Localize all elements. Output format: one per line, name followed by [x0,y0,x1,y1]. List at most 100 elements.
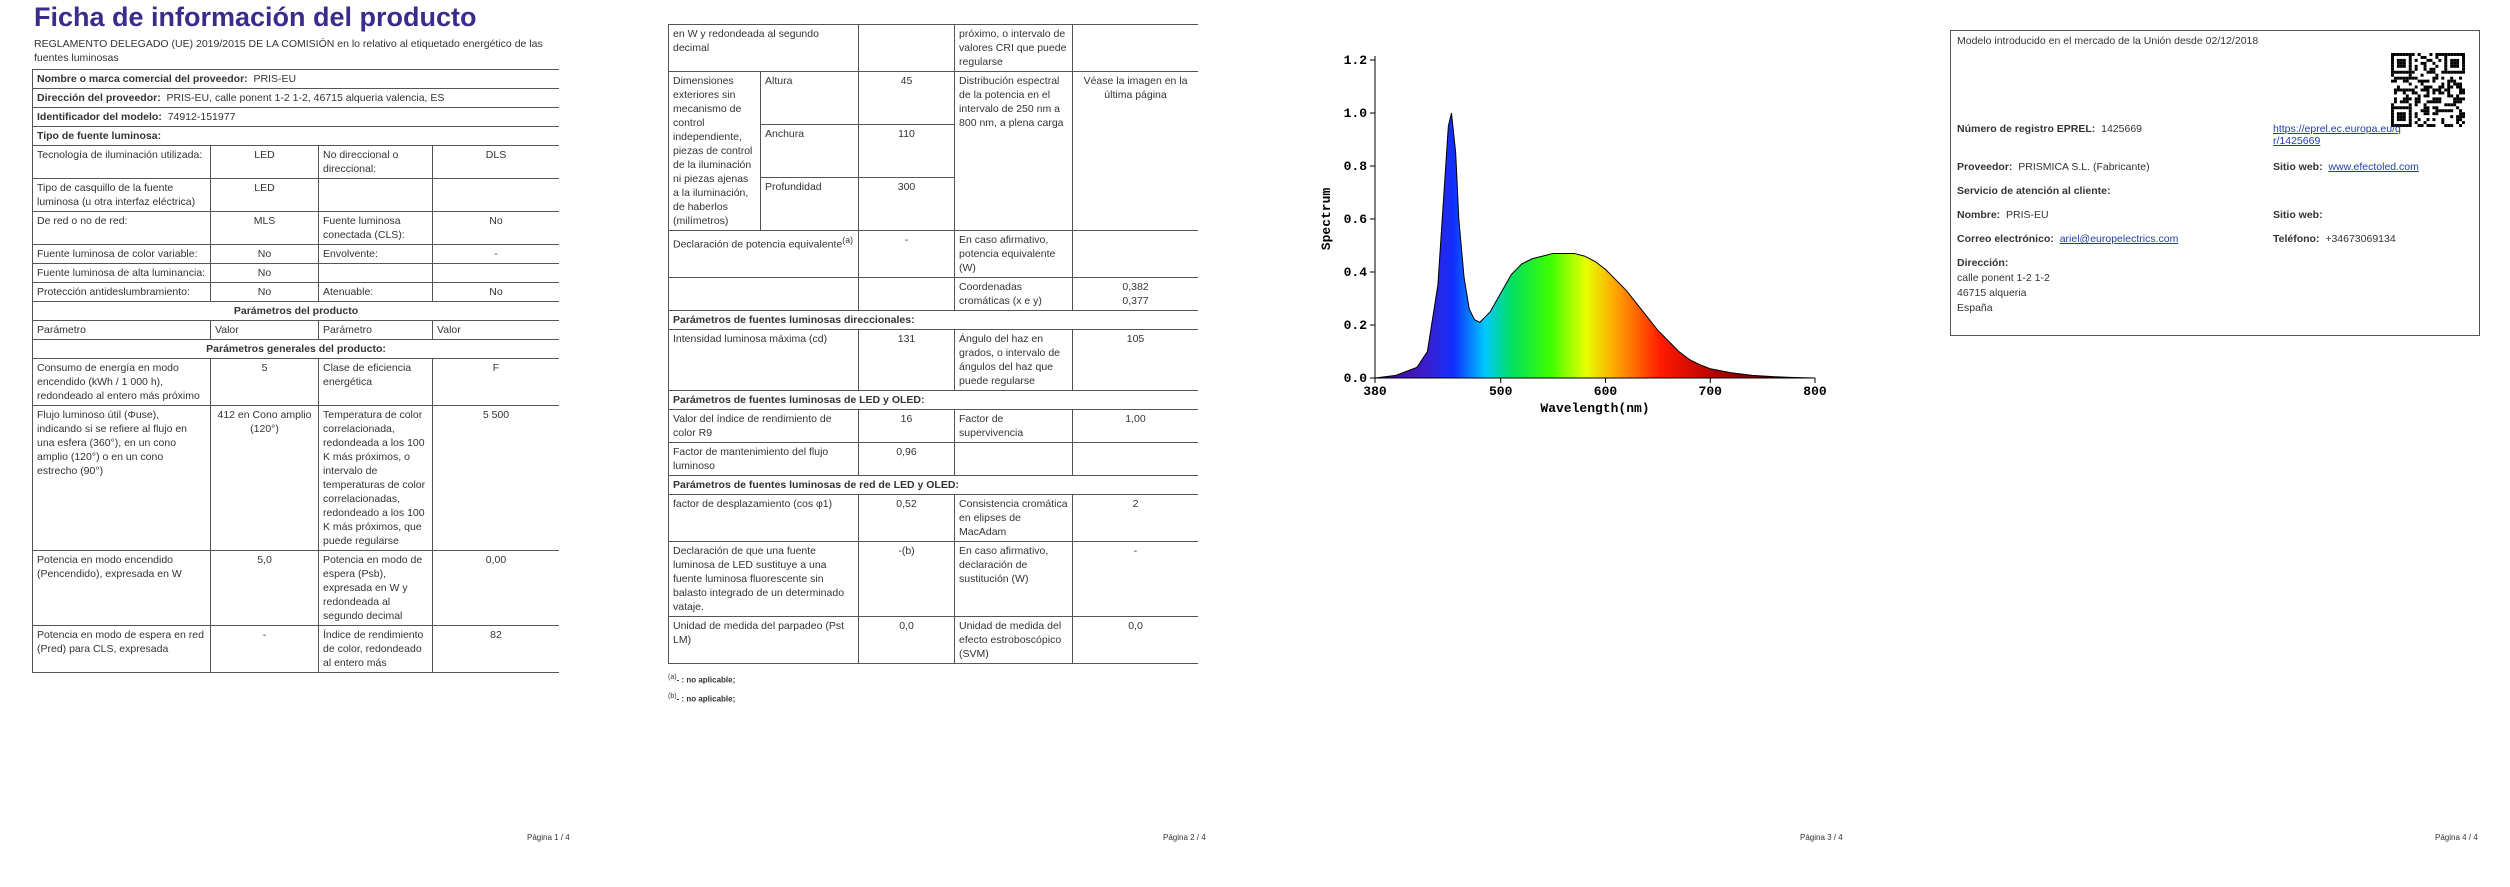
qr-module [2438,88,2442,92]
table-cell: Unidad de medida del parpadeo (Pst LM) [668,616,860,664]
qr-module [2450,124,2454,127]
qr-module [2423,121,2427,125]
qr-module [2402,124,2406,127]
qr-module [2459,124,2463,127]
qr-module [2438,91,2442,95]
cell-text: Potencia en modo de espera (Psb), expres… [323,554,423,622]
table-row: factor de desplazamiento (cos φ1) 0,52 Con… [668,494,1198,542]
qr-module [2429,70,2433,74]
info-box: Modelo introducido en el mercado de la U… [1950,30,2480,336]
qr-module [2402,53,2406,56]
qr-module [2402,64,2406,68]
qr-module [2435,97,2439,101]
cell-text: Altura [765,75,793,87]
qr-module [2420,73,2424,77]
cell-text: Factor de mantenimiento del flujo lumino… [673,446,829,472]
qr-module [2456,115,2460,119]
table-row: Fuente luminosa de alta luminancia: No [32,263,559,283]
qr-module [2435,88,2439,92]
qr-module [2423,112,2427,116]
qr-module [2396,124,2400,127]
qr-module [2429,124,2433,127]
table-cell [431,178,559,212]
qr-module [2459,115,2463,119]
cell-text: en W y redondeada al segundo decimal [673,28,819,54]
cell-text: 0,377 [1122,295,1149,307]
eprel-label: Número de registro EPREL: [1957,123,2096,135]
table-row: Dimensiones exteriores sin mecanismo de … [668,71,1198,231]
qr-module [2391,73,2394,77]
qr-module [2396,118,2400,122]
qr-module [2462,91,2465,95]
cell-text: 45 [900,75,913,87]
table-cell [858,24,956,72]
qr-module [2426,118,2430,122]
qr-module [2402,79,2406,83]
x-tick-label: 700 [1699,384,1723,399]
table-cell: próximo, o intervalo de valores CRI que … [954,24,1074,72]
qr-module [2426,88,2430,92]
cell-text: - [494,248,498,260]
service: Servicio de atención al cliente: [1957,185,2111,197]
table-row: Declaración de potencia equivalente(a) - E… [668,230,1198,278]
cell-text: Consistencia cromática en elipses de Mac… [959,498,1068,538]
table-row: Parámetros del producto [32,301,559,321]
qr-module [2435,100,2439,104]
footer: Página 1 / 4 [527,833,570,842]
qr-module [2456,97,2460,101]
qr-module [2405,53,2409,56]
qr-module [2393,88,2397,92]
cell-text: DLS [485,149,507,161]
qr-module [2414,64,2418,68]
table-cell: LED [210,145,319,179]
qr-module [2438,58,2442,62]
qr-module [2447,91,2451,95]
cell-text: 16 [900,413,913,425]
table-cell: Fuente luminosa de color variable: [32,244,211,264]
table-row: Identificador del modelo: 74912-151977 [32,107,559,127]
table-cell: 1,00 [1072,409,1198,443]
cell-text: Fuente luminosa de color variable: [37,248,198,260]
cell-text: Distribución espectral de la potencia en… [959,75,1064,129]
qr-module [2444,70,2448,74]
table-cell: F [431,358,559,406]
cell-text: Parámetros generales del producto: [206,343,386,355]
qr-module [2456,85,2460,89]
qr-module [2414,76,2418,80]
qr-module [2414,103,2418,107]
qr-module [2408,109,2412,113]
qr-module [2453,58,2457,62]
qr-module [2450,79,2454,83]
table-row: Potencia en modo de espera en red (Pred)… [32,625,559,673]
table-cell: De red o no de red: [32,211,211,245]
qr-module [2391,115,2394,119]
qr-module [2402,100,2406,104]
qr-module [2429,85,2433,89]
cell-text: Valor [437,324,461,336]
qr-module [2402,106,2406,110]
cell-text: Parámetros de fuentes luminosas direccio… [673,314,915,326]
qr-module [2414,121,2418,125]
qr-module [2391,53,2394,56]
cell-text: - [1133,545,1138,557]
table-row: Tecnología de iluminación utilizada: LED N… [32,145,559,179]
qr-module [2447,94,2451,98]
cell-text: 2 [1132,498,1139,510]
qr-module [2399,106,2403,110]
table-cell [1072,24,1198,72]
table-cell: 0,0 [1072,616,1198,664]
qr-module [2396,70,2400,74]
email-link[interactable]: ariel@europelectrics.com [2059,233,2179,245]
website-link[interactable]: www.efectoled.com [2328,161,2419,173]
qr-module [2391,103,2394,107]
service-website-label: Sitio web: [2273,209,2323,221]
table-cell: 131 [858,329,956,391]
cell-text: Factor de supervivencia [959,413,1024,439]
eprel-link[interactable]: https://eprel.ec.europa.eu/qr/1425669 [2273,123,2401,147]
qr-module [2438,109,2442,113]
cell-text: Tipo de fuente luminosa: [37,130,162,142]
spectrum-line [1374,112,1816,379]
qr-module [2441,76,2445,80]
qr-module [2391,121,2394,125]
qr-module [2441,118,2445,122]
